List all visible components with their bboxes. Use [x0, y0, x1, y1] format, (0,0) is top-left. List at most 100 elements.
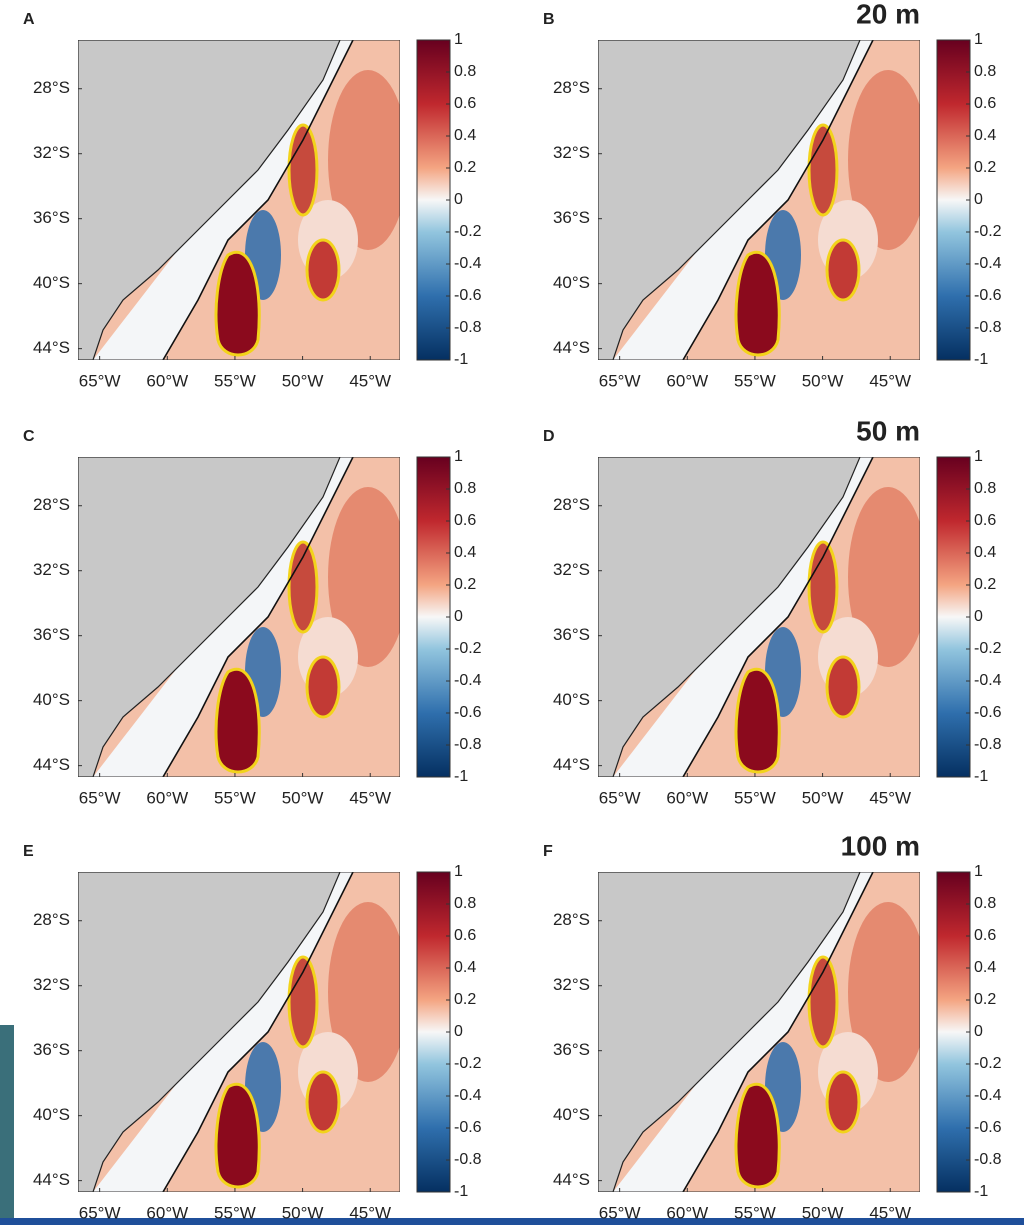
x-tick-label: 50°W — [282, 788, 324, 807]
colorbar-tick-label: -1 — [454, 1183, 468, 1200]
colorbar-tick-label: -1 — [974, 1183, 988, 1200]
panel-letter: A — [23, 11, 35, 28]
x-tick-label: 65°W — [79, 1203, 121, 1222]
x-tick-label: 60°W — [146, 371, 188, 390]
y-tick-label: 28°S — [553, 495, 590, 514]
colorbar-tick-label: 0.4 — [974, 959, 996, 976]
colorbar-tick-label: 0 — [454, 1023, 463, 1040]
colorbar-tick-label: -0.4 — [454, 255, 482, 272]
y-tick-label: 32°S — [33, 143, 70, 162]
panel-letter: E — [23, 843, 34, 860]
x-tick-label: 60°W — [146, 1203, 188, 1222]
colorbar-tick-label: 0.8 — [974, 895, 996, 912]
map — [78, 457, 400, 777]
y-tick-label: 44°S — [33, 755, 70, 774]
x-tick-label: 55°W — [214, 371, 256, 390]
colorbar-tick-label: -1 — [974, 351, 988, 368]
colorbar-tick-label: 1 — [974, 31, 983, 48]
colorbar-tick-label: -1 — [974, 768, 988, 785]
x-tick-label: 55°W — [214, 788, 256, 807]
colorbar-tick-label: 1 — [454, 448, 463, 465]
x-tick-label: 55°W — [734, 788, 776, 807]
colorbar — [936, 39, 971, 361]
y-tick-label: 32°S — [33, 975, 70, 994]
y-tick-label: 40°S — [33, 273, 70, 292]
depth-label: 50 m — [856, 415, 920, 446]
colorbar-tick-label: -0.2 — [454, 1055, 482, 1072]
x-tick-label: 60°W — [146, 788, 188, 807]
y-tick-label: 28°S — [33, 78, 70, 97]
x-tick-label: 50°W — [802, 788, 844, 807]
colorbar — [936, 456, 971, 778]
colorbar-tick-label: 0.4 — [974, 127, 996, 144]
x-tick-label: 60°W — [666, 371, 708, 390]
colorbar-tick-label: -0.8 — [974, 736, 1002, 753]
colorbar-tick-label: 1 — [974, 863, 983, 880]
colorbar-tick-label: 0.4 — [974, 544, 996, 561]
colorbar-tick-label: 0 — [454, 608, 463, 625]
colorbar-tick-label: 0.6 — [974, 927, 996, 944]
colorbar-tick-label: 0.2 — [454, 159, 476, 176]
y-tick-label: 32°S — [553, 560, 590, 579]
x-tick-label: 65°W — [599, 788, 641, 807]
x-tick-label: 55°W — [734, 1203, 776, 1222]
colorbar-tick-label: 0.2 — [974, 991, 996, 1008]
colorbar-tick-label: 0.6 — [974, 512, 996, 529]
y-tick-label: 32°S — [553, 143, 590, 162]
colorbar-tick-label: -0.6 — [974, 287, 1002, 304]
colorbar-tick-label: -0.8 — [454, 736, 482, 753]
x-tick-label: 45°W — [349, 1203, 391, 1222]
colorbar-tick-label: -0.8 — [974, 319, 1002, 336]
panel-letter: F — [543, 843, 553, 860]
panel-letter: D — [543, 428, 555, 445]
panel-letter: B — [543, 11, 555, 28]
x-tick-label: 65°W — [79, 788, 121, 807]
colorbar-tick-label: -0.2 — [974, 640, 1002, 657]
map — [78, 40, 400, 360]
x-tick-label: 50°W — [802, 1203, 844, 1222]
colorbar-tick-label: -0.2 — [974, 223, 1002, 240]
colorbar-tick-label: 0 — [454, 191, 463, 208]
colorbar — [936, 871, 971, 1193]
y-tick-label: 44°S — [33, 1170, 70, 1189]
panel-letter: C — [23, 428, 35, 445]
x-tick-label: 55°W — [214, 1203, 256, 1222]
colorbar-tick-label: -0.6 — [454, 287, 482, 304]
y-tick-label: 36°S — [33, 208, 70, 227]
colorbar-tick-label: -0.6 — [454, 1119, 482, 1136]
y-tick-label: 28°S — [553, 78, 590, 97]
colorbar-tick-label: -0.4 — [454, 672, 482, 689]
colorbar-tick-label: 0 — [974, 191, 983, 208]
colorbar-tick-label: -0.6 — [974, 704, 1002, 721]
colorbar-tick-label: 1 — [454, 31, 463, 48]
colorbar — [416, 871, 451, 1193]
colorbar-tick-label: 0.2 — [974, 159, 996, 176]
x-tick-label: 45°W — [349, 788, 391, 807]
colorbar-tick-label: -0.2 — [454, 223, 482, 240]
y-tick-label: 36°S — [553, 625, 590, 644]
x-tick-label: 55°W — [734, 371, 776, 390]
colorbar-tick-label: 0.4 — [454, 127, 476, 144]
colorbar-tick-label: 0.2 — [454, 991, 476, 1008]
colorbar-tick-label: 0.6 — [454, 512, 476, 529]
y-tick-label: 36°S — [553, 208, 590, 227]
colorbar-tick-label: 0.2 — [974, 576, 996, 593]
y-tick-label: 44°S — [33, 338, 70, 357]
image-edge — [0, 1025, 14, 1225]
x-tick-label: 45°W — [869, 1203, 911, 1222]
y-tick-label: 36°S — [33, 625, 70, 644]
colorbar-tick-label: -0.2 — [974, 1055, 1002, 1072]
y-tick-label: 36°S — [553, 1040, 590, 1059]
y-tick-label: 36°S — [33, 1040, 70, 1059]
colorbar-tick-label: -0.8 — [454, 319, 482, 336]
y-tick-label: 28°S — [553, 910, 590, 929]
colorbar-tick-label: 0.6 — [454, 927, 476, 944]
colorbar-tick-label: 0.8 — [974, 63, 996, 80]
y-tick-label: 40°S — [553, 273, 590, 292]
colorbar-tick-label: -0.4 — [454, 1087, 482, 1104]
y-tick-label: 40°S — [553, 690, 590, 709]
bottom-strip — [0, 1218, 1024, 1225]
colorbar-tick-label: -1 — [454, 351, 468, 368]
